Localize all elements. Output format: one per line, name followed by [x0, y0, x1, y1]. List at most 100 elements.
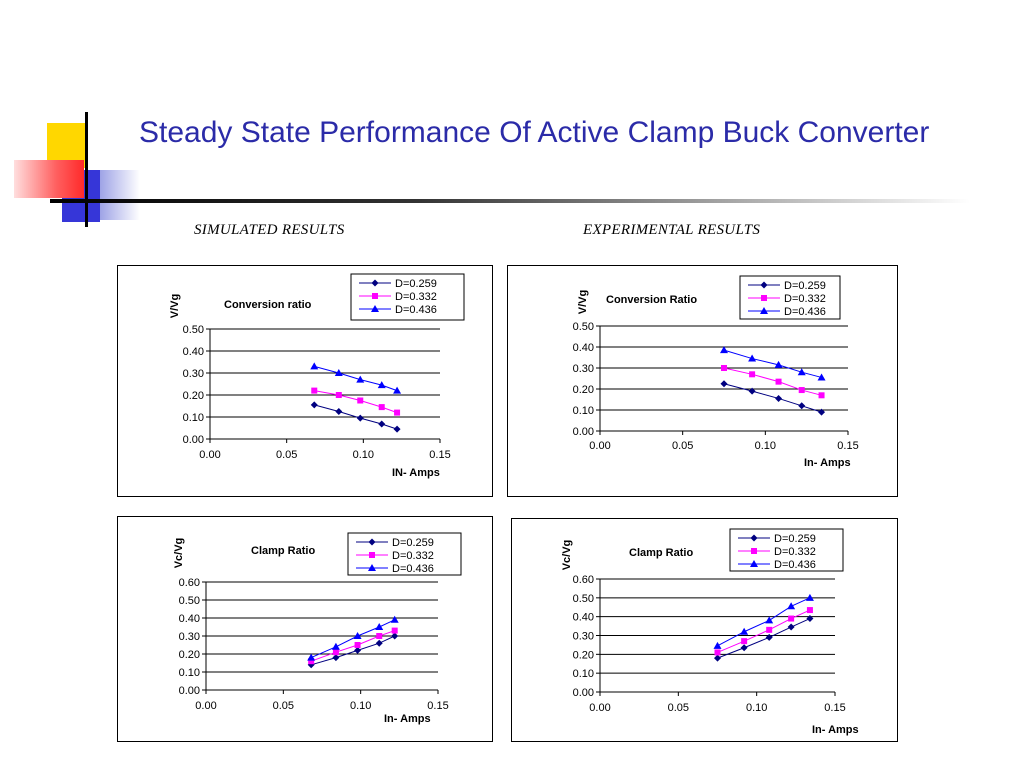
y-tick-label: 0.10	[573, 668, 594, 680]
data-point	[375, 623, 384, 630]
data-point	[332, 649, 339, 656]
y-tick-label: 0.00	[179, 685, 200, 697]
y-axis-label: V/Vg	[169, 294, 181, 318]
series-line	[717, 597, 811, 647]
x-tick-label: 0.05	[273, 700, 294, 712]
chart-exp-conversion-svg: 0.00 0.10 0.20 0.30 0.40 0.50 0.00 0.05 0.10 0.15…	[573, 275, 859, 469]
data-point	[354, 642, 361, 648]
data-point	[740, 627, 749, 635]
x-tick-label: 0.00	[195, 700, 216, 712]
legend-marker	[371, 305, 379, 312]
data-point	[748, 354, 757, 362]
y-tick-label: 0.20	[573, 384, 594, 396]
chart-exp-clamp-svg: 0.00 0.10 0.20 0.30 0.40 0.50 0.60 0.00 0.05 0.10…	[561, 528, 859, 736]
legend-marker	[760, 307, 768, 314]
x-tick-label: 0.15	[837, 440, 858, 452]
y-tick-label: 0.30	[573, 363, 594, 375]
data-point	[749, 371, 756, 378]
data-point	[798, 402, 806, 410]
y-tick-label: 0.30	[179, 631, 200, 643]
y-tick-label: 0.50	[179, 595, 200, 607]
x-tick-label: 0.10	[353, 449, 374, 461]
data-point	[378, 404, 385, 411]
data-point	[818, 408, 826, 416]
data-point	[714, 654, 721, 662]
legend-marker	[751, 548, 757, 554]
data-point	[805, 593, 814, 601]
data-point	[356, 414, 364, 422]
data-point	[797, 368, 806, 376]
data-point	[310, 362, 319, 370]
data-point	[788, 615, 795, 622]
x-tick-label: 0.00	[199, 449, 220, 461]
data-point	[774, 360, 783, 368]
data-point	[307, 661, 315, 669]
legend-marker	[750, 534, 758, 542]
data-point	[775, 394, 783, 402]
legend-marker	[368, 564, 376, 571]
y-tick-label: 0.50	[573, 321, 594, 333]
y-tick-label: 0.10	[573, 405, 594, 417]
y-tick-label: 0.40	[573, 342, 594, 354]
legend-label: D=0.332	[395, 291, 437, 303]
data-point	[765, 616, 774, 624]
simulated-results-label: SIMULATED RESULTS	[194, 222, 345, 238]
data-point	[775, 378, 782, 385]
series-line	[311, 635, 395, 666]
y-tick-label: 0.30	[183, 368, 204, 380]
y-tick-label: 0.60	[179, 577, 200, 589]
x-tick-label: 0.05	[276, 449, 297, 461]
x-tick-label: 0.10	[746, 702, 767, 714]
legend-label: D=0.436	[395, 304, 437, 316]
y-tick-label: 0.00	[573, 687, 594, 699]
data-point	[721, 365, 727, 371]
legend-label: D=0.436	[392, 563, 434, 575]
chart-title: Conversion ratio	[224, 299, 312, 311]
y-tick-label: 0.20	[573, 649, 594, 661]
data-point	[308, 658, 315, 665]
data-point	[806, 615, 814, 623]
legend-label: D=0.259	[784, 280, 826, 292]
data-point	[311, 387, 318, 394]
data-point	[817, 373, 826, 381]
chart-title: Clamp Ratio	[629, 547, 693, 559]
data-point	[335, 392, 342, 398]
y-tick-label: 0.00	[573, 426, 594, 438]
x-axis-label: IN- Amps	[392, 467, 440, 479]
y-tick-label: 0.30	[573, 631, 594, 643]
y-axis-label: Vc/Vg	[173, 538, 185, 569]
data-point	[818, 392, 825, 399]
legend-box	[350, 273, 465, 321]
chart-sim-conversion: 0.00 0.10 0.20 0.30 0.40 0.50 0.00 0.05 0.10 0.15…	[117, 265, 493, 497]
x-tick-label: 0.05	[672, 440, 693, 452]
x-tick-label: 0.10	[755, 440, 776, 452]
data-point	[713, 641, 722, 649]
data-point	[334, 369, 343, 376]
y-axis-label: V/Vg	[577, 290, 589, 314]
data-point	[307, 653, 316, 661]
data-point	[720, 346, 728, 354]
data-point	[806, 607, 813, 614]
y-tick-label: 0.20	[179, 649, 200, 661]
chart-exp-clamp: 0.00 0.10 0.20 0.30 0.40 0.50 0.60 0.00 0.05 0.10…	[511, 518, 898, 742]
series-line	[723, 383, 822, 413]
data-point	[332, 654, 340, 662]
legend-label: D=0.259	[392, 537, 434, 549]
data-point	[390, 615, 399, 623]
legend-marker	[369, 552, 375, 558]
legend-label: D=0.259	[395, 278, 437, 290]
data-point	[391, 632, 399, 640]
x-axis-label: In- Amps	[804, 457, 851, 469]
experimental-results-label: EXPERIMENTAL RESULTS	[583, 222, 761, 238]
data-point	[787, 623, 795, 631]
x-tick-label: 0.15	[429, 449, 450, 461]
corner-red-gradient	[14, 160, 84, 198]
data-point	[353, 632, 362, 639]
y-tick-label: 0.00	[183, 434, 204, 446]
slide-title: Steady State Performance Of Active Clamp…	[139, 116, 930, 149]
data-point	[376, 633, 383, 639]
x-tick-label: 0.00	[589, 440, 610, 452]
data-point	[377, 381, 386, 389]
y-tick-label: 0.50	[573, 593, 594, 605]
data-point	[787, 602, 796, 610]
